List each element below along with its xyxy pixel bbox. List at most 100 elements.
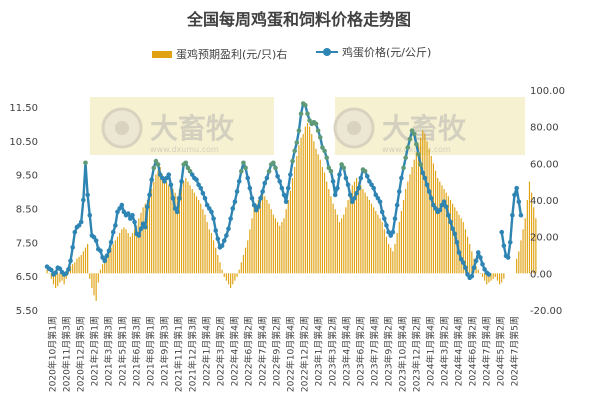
egg-price-point <box>206 206 212 211</box>
profit-bar <box>437 178 439 274</box>
egg-price-point <box>211 216 216 221</box>
egg-price-point <box>183 160 189 166</box>
profit-bar <box>55 273 57 288</box>
profit-bar <box>180 185 183 274</box>
right-axis: -20.00 0.00 20.00 40.00 60.00 80.00 100.00 <box>530 86 565 317</box>
egg-price-point <box>236 179 242 184</box>
profit-bar <box>336 214 338 274</box>
egg-price-point <box>437 207 443 213</box>
egg-price-line <box>44 101 524 281</box>
egg-price-point <box>198 185 204 191</box>
x-tick-label: 2022年12月第2周 <box>299 316 311 392</box>
egg-price-point <box>303 102 308 108</box>
egg-price-point <box>130 212 135 218</box>
watermark-logo-left-dot <box>115 121 129 135</box>
profit-bar <box>413 159 415 274</box>
profit-bar <box>74 262 76 274</box>
profit-bars <box>46 123 537 301</box>
profit-bar <box>441 185 443 274</box>
profit-bar <box>298 145 300 274</box>
egg-price-point <box>382 216 387 221</box>
egg-price-point <box>283 199 289 204</box>
egg-price-point <box>108 240 114 245</box>
profit-bar <box>526 200 528 274</box>
profit-bar <box>370 203 373 274</box>
profit-bar <box>420 137 422 274</box>
right-tick-label: 60.00 <box>530 159 559 170</box>
legend-egg-price-label: 鸡蛋价格(元/公斤) <box>342 46 432 59</box>
egg-price-point <box>110 229 116 235</box>
profit-bar <box>219 262 221 274</box>
profit-bar <box>300 137 302 274</box>
egg-price-point <box>373 192 379 198</box>
profit-bar <box>123 227 125 274</box>
profit-bar <box>283 218 285 274</box>
egg-price-point <box>98 248 103 254</box>
profit-bar <box>101 264 104 274</box>
profit-bar <box>255 203 257 274</box>
right-tick-label: 20.00 <box>530 233 559 244</box>
profit-bar <box>447 196 449 274</box>
egg-price-point <box>266 168 272 174</box>
egg-price-point <box>482 267 487 272</box>
profit-bar <box>531 192 533 274</box>
egg-price-point <box>147 192 152 198</box>
x-tick-label: 2020年12月第5周 <box>75 316 87 392</box>
profit-bar <box>151 189 153 274</box>
profit-bar <box>242 255 245 274</box>
profit-bar <box>462 222 464 274</box>
profit-bar <box>236 273 238 277</box>
egg-price-point <box>439 202 445 208</box>
left-tick-label: 7.50 <box>16 238 38 249</box>
profit-bar <box>187 181 189 274</box>
legend-profit-label: 蛋鸡预期盈利(元/只)右 <box>176 48 288 61</box>
profit-bar <box>358 181 360 274</box>
egg-price-point <box>307 118 312 123</box>
x-tick-label: 2023年9月第2周 <box>383 316 395 386</box>
egg-price-point <box>166 172 172 177</box>
egg-price-point <box>501 243 507 248</box>
egg-price-point <box>177 196 182 201</box>
profit-bar <box>486 273 488 285</box>
legend-line-swatch <box>316 47 338 57</box>
x-tick-label: 2022年4月第4周 <box>229 316 241 386</box>
egg-price-point <box>463 265 468 270</box>
profit-bar <box>291 178 294 274</box>
egg-price-point <box>155 162 161 167</box>
x-tick-label: 2023年7月第4周 <box>369 316 381 386</box>
profit-bar <box>172 189 174 274</box>
egg-price-point <box>106 248 112 254</box>
egg-price-point <box>83 160 88 166</box>
egg-price-point <box>76 223 82 228</box>
profit-bar <box>232 273 234 285</box>
profit-bar <box>215 247 217 274</box>
profit-bar <box>193 192 195 274</box>
profit-bar <box>484 273 486 281</box>
egg-price-point <box>128 216 133 221</box>
profit-bar <box>99 269 102 274</box>
profit-bar <box>449 200 452 274</box>
egg-price-point <box>157 172 163 177</box>
right-tick-label: 100.00 <box>530 86 565 97</box>
profit-bar <box>138 218 140 274</box>
profit-bar <box>210 233 213 274</box>
profit-bar <box>481 273 484 277</box>
egg-price-point <box>234 189 240 194</box>
egg-price-point <box>405 145 411 150</box>
egg-price-point <box>194 177 199 182</box>
egg-price-point <box>313 121 319 127</box>
profit-bar <box>524 218 526 274</box>
profit-bar <box>264 196 266 274</box>
profit-bar <box>388 244 390 274</box>
x-tick-label: 2024年1月第4周 <box>425 316 437 386</box>
egg-price-point <box>104 253 110 259</box>
egg-price-point <box>117 206 122 211</box>
egg-price-point <box>350 199 355 204</box>
x-tick-label: 2021年8月第1周 <box>145 316 157 386</box>
profit-bar <box>238 269 240 274</box>
profit-bar <box>411 167 413 274</box>
profit-bar <box>426 141 428 274</box>
profit-bar <box>57 273 59 287</box>
profit-bar <box>178 189 180 274</box>
profit-bar <box>217 255 219 274</box>
